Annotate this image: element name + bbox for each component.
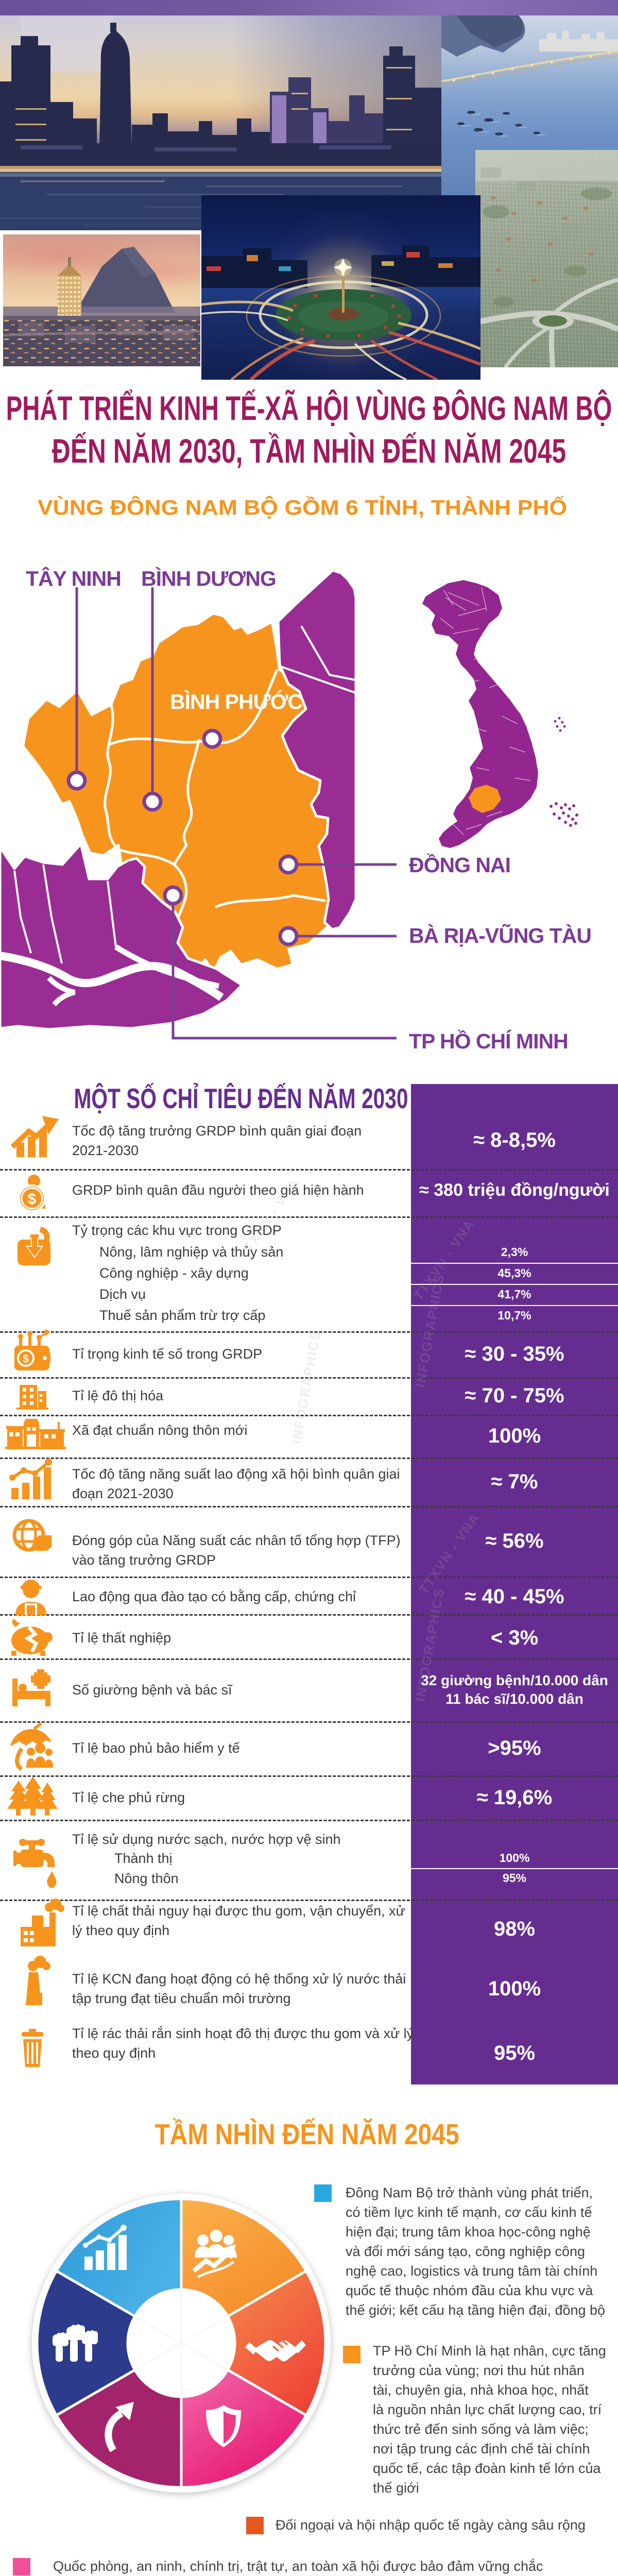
svg-text:$: $: [23, 1352, 29, 1365]
svg-text:$: $: [28, 1191, 37, 1208]
